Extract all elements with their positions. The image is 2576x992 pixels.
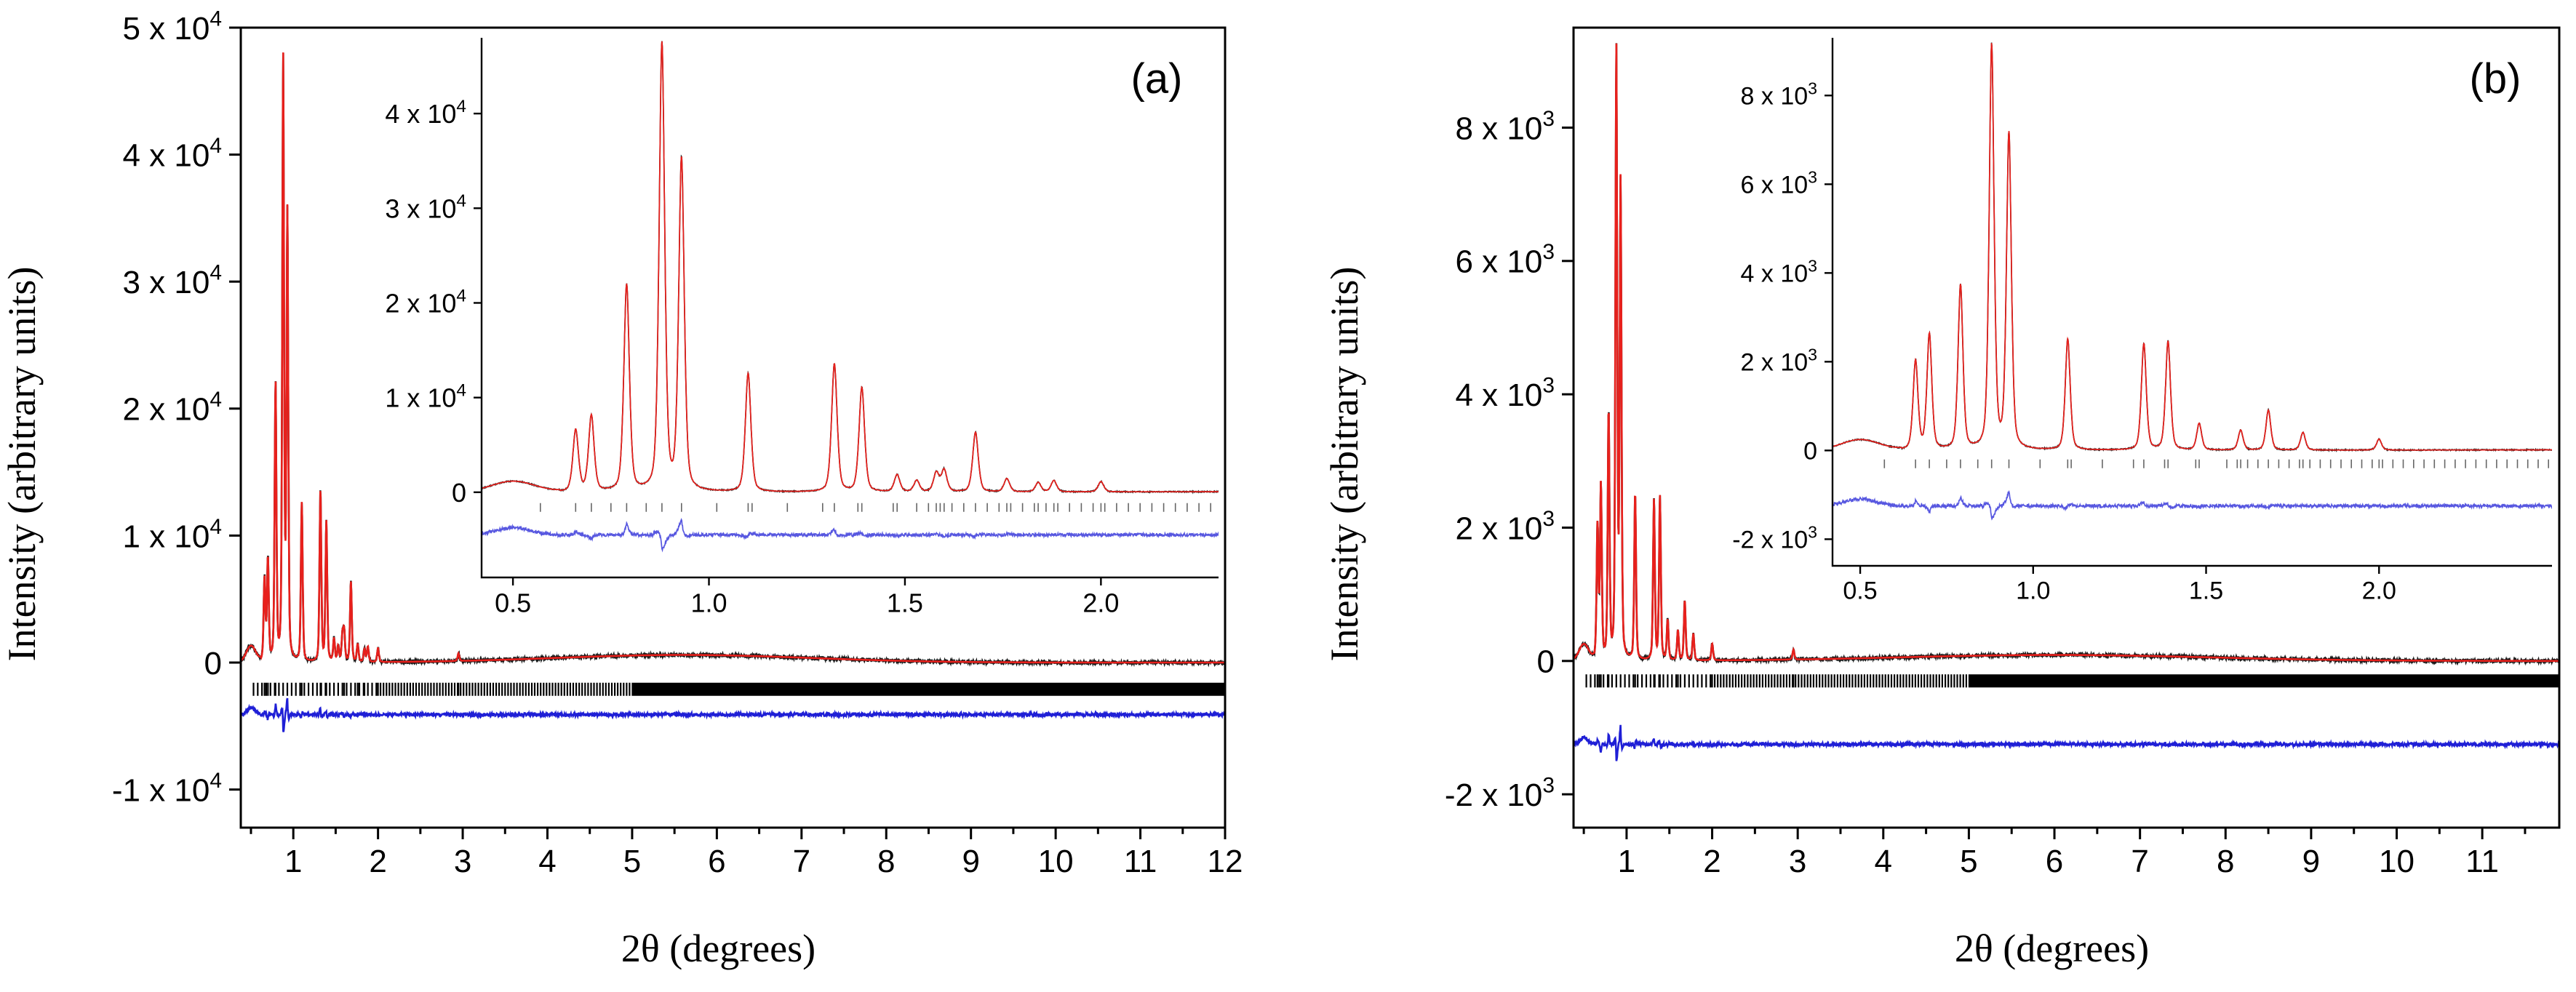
panel-a-main-plot-traces [241,52,1225,732]
panel-b-inset-plot-y-tick-label: 4 x 103 [1741,256,1817,287]
panel-a-main-plot-x-tick-label: 7 [793,844,810,879]
panel-b-main-plot-x-tick-label: 9 [2302,844,2320,879]
panel-a-main-plot-x-tick-label: 9 [962,844,979,879]
panel-b-main-plot-y-tick-label: -2 x 103 [1445,774,1555,813]
panel-a-inset-plot-y-tick-label: 4 x 104 [385,97,466,129]
panel-b-inset-plot-difference-line [1833,489,2552,521]
panel-b-main-plot-x-tick-label: 3 [1789,844,1806,879]
panel-b-main-plot-x-tick-label: 4 [1875,844,1892,879]
panel-a-main-plot-x-tick-label: 11 [1124,844,1157,879]
panel-b-inset-plot-reflection-ticks [1883,459,2549,468]
panel-a-main-plot-x-tick-label: 10 [1038,844,1074,879]
panel-a-inset-plot: 0.5 1.0 1.5 2.0 4 x 104 3 x 104 2 x 104 1 x 104… [385,38,1219,618]
panel-a-main-plot-x-tick-label: 4 [538,844,556,879]
panel-b-main-plot-y-tick-label: 4 x 103 [1455,374,1555,413]
panel-b-main-plot-y-tick-label: 6 x 103 [1455,240,1555,279]
panel-b-inset-plot-observed-line [1833,42,2552,452]
panel-b-main-plot-x-tick-label: 10 [2379,844,2414,879]
panel-b-main-plot: 1 2 3 4 5 6 7 8 9 10 11 8 x 103 6 x 103 4 x 103 2 x 10… [1445,26,2561,879]
panel-b-y-axis-label: Intensity (arbitrary units) [1323,267,1366,662]
panel-b-main-plot-x-tick-label: 5 [1960,844,1977,879]
panel-b-inset-plot-x-tick-label: 1.0 [2016,577,2050,605]
panel-a-main-plot-y-tick-label: 3 x 104 [122,261,222,300]
panel-a-main-plot-x-tick-label: 8 [877,844,895,879]
panel-a-inset-plot-y-tick-label: 0 [452,478,466,508]
panel-b-main-plot-x-tick-label: 6 [2046,844,2063,879]
panel-a-main-plot-difference-line [241,697,1225,732]
panel-b-inset-plot-x-tick-label: 1.5 [2189,577,2223,605]
panel-a-main-plot-x-tick-label: 2 [369,844,386,879]
panel-b-inset-plot-calculated-line [1833,43,2552,451]
panel-a-main-plot-calculated-line [241,52,1225,664]
panel-b-inset-plot-y-tick-label: 0 [1803,438,1817,465]
panel-b-main-plot-x-tick-label: 1 [1618,844,1635,879]
panel-a-main-plot-y-tick-label: 4 x 104 [122,134,222,173]
panel-a-main-plot-x-tick-label: 1 [284,844,302,879]
panel-a-inset-plot-reflection-ticks [540,503,1211,512]
panel-b-main-plot-frame [1572,26,2561,829]
panel-b-main-plot-difference-line [1574,724,2559,761]
panel-a-main-plot-y-tick-label: -1 x 104 [112,769,222,808]
panel-b-main-plot-calculated-line [1574,43,2559,663]
panel-b-inset-plot-traces [1833,42,2552,521]
panel-a-main-plot-y-tick-label: 5 x 104 [122,7,222,46]
panel-a-main-plot-observed-line [241,53,1225,668]
panel-a-inset-plot-traces [482,41,1219,553]
panel-b-inset-plot-y-tick-label: 2 x 103 [1741,345,1817,376]
panel-a-main-plot-frame [239,26,1227,829]
panel-b-inset-plot-y-tick-label: 6 x 103 [1741,167,1817,199]
panel-a-inset-plot-y-tick-label: 3 x 104 [385,191,466,223]
panel-a-x-axis-label: 2θ (degrees) [621,927,816,970]
panel-b-main-plot-x-tick-label: 2 [1703,844,1720,879]
panel-a-main-plot-y-tick-label: 1 x 104 [122,515,222,554]
panel-b-main-plot-y-tick-label: 2 x 103 [1455,507,1555,546]
panel-b-main-plot-x-tick-label: 7 [2131,844,2148,879]
panel-b-main-plot-y-tick-label: 8 x 103 [1455,107,1555,146]
panel-a-y-axis-label: Intensity (arbitrary units) [0,267,44,662]
panel-a-inset-plot-x-tick-label: 0.5 [495,588,531,618]
panel-a-main-plot-x-tick-label: 12 [1208,844,1243,879]
panel-a-inset-plot-y-tick-label: 1 x 104 [385,381,466,413]
panel-a-main-plot-x-tick-label: 5 [623,844,641,879]
panel-b-main-plot-x-tick-label: 8 [2217,844,2234,879]
panel-a-label: (a) [1131,55,1183,103]
panel-b-x-axis-label: 2θ (degrees) [1955,927,2149,970]
panel-b-inset-plot-axes [1831,38,2552,567]
panel-b-main-plot-traces [1574,43,2559,761]
panel-a-main-plot-y-tick-label: 0 [204,646,222,681]
panel-b-inset-plot-y-tick-label: -2 x 103 [1732,522,1817,553]
panel-b-inset-plot-x-tick-label: 0.5 [1843,577,1877,605]
panel-a-main-plot-reflection-ticks [252,682,1225,696]
panel-b-main-plot-y-tick-label: 0 [1537,644,1555,680]
panel-a-inset-plot-difference-line [482,518,1219,553]
panel-b-inset-plot-x-tick-label: 2.0 [2362,577,2396,605]
panel-b-main-plot-reflection-ticks [1585,674,2559,688]
panel-a-inset-plot-y-tick-label: 2 x 104 [385,286,466,318]
panel-a-main-plot-x-tick-label: 3 [454,844,471,879]
panel-a-inset-plot-x-tick-label: 2.0 [1082,588,1119,618]
panel-b-label: (b) [2470,55,2521,103]
panel-a-main-plot-y-tick-label: 2 x 104 [122,388,222,427]
panel-a-inset-plot-calculated-line [482,41,1219,493]
panel-b-inset-plot: 0.5 1.0 1.5 2.0 8 x 103 6 x 103 4 x 103 2 x 103… [1732,38,2552,605]
panel-a-inset-plot-axes [480,38,1219,579]
panel-b-main-plot-x-tick-label: 11 [2465,844,2499,879]
panel-a-inset-plot-x-tick-label: 1.0 [690,588,727,618]
panel-a-inset-plot-x-tick-label: 1.5 [887,588,923,618]
panel-b-inset-plot-y-tick-label: 8 x 103 [1741,79,1817,110]
panel-a-main-plot-x-tick-label: 6 [708,844,725,879]
